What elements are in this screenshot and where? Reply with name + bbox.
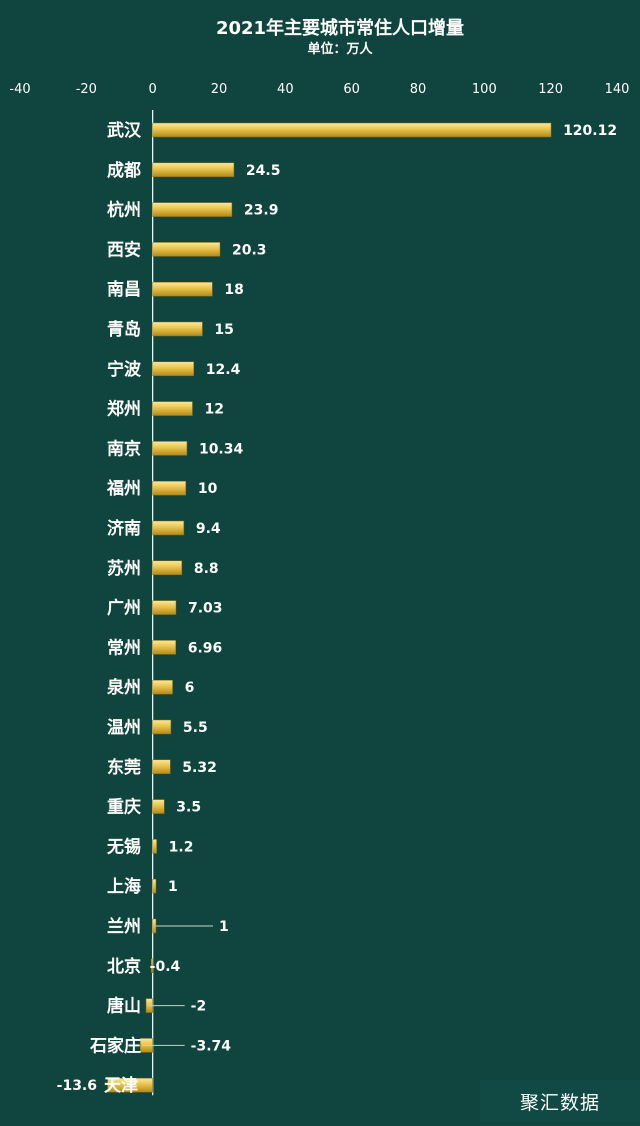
bar	[152, 281, 213, 297]
bar	[152, 600, 177, 615]
category-label: 天津	[104, 1075, 138, 1096]
value-label: -13.6	[57, 1078, 97, 1094]
category-label: 福州	[106, 478, 141, 499]
value-label: -0.4	[150, 959, 181, 975]
value-label: 24.5	[246, 163, 281, 179]
category-label: 南京	[107, 438, 141, 459]
value-label: 1	[219, 919, 229, 935]
x-tick-label: 140	[605, 82, 630, 97]
category-label: 石家庄	[89, 1035, 141, 1056]
value-label: 5.5	[183, 720, 208, 736]
x-tick-label: 80	[410, 82, 427, 97]
value-label: 23.9	[244, 203, 279, 219]
watermark-logo: 聚汇数据	[480, 1080, 640, 1122]
x-tick-label: -40	[9, 82, 30, 97]
chart-title: 2021年主要城市常住人口增量	[216, 17, 464, 39]
category-label: 广州	[107, 598, 141, 619]
value-label: 8.8	[194, 561, 219, 577]
category-label: 青岛	[107, 319, 141, 340]
category-label: 武汉	[107, 120, 142, 141]
bar	[152, 759, 171, 775]
bar	[152, 839, 157, 854]
category-label: 兰州	[107, 916, 141, 937]
bar	[152, 361, 195, 377]
value-label: 20.3	[232, 242, 267, 258]
category-label: 重庆	[107, 797, 141, 818]
bar	[152, 918, 157, 934]
bar	[152, 321, 203, 337]
bar	[152, 242, 221, 257]
value-label: 1.2	[169, 839, 194, 855]
value-label: 7.03	[188, 601, 223, 617]
bar	[152, 799, 165, 814]
x-axis: -40 -20 0 20 40 60 80 100 120 140	[9, 82, 629, 97]
category-label: 郑州	[107, 399, 141, 420]
category-label: 常州	[107, 637, 141, 658]
value-label: 1	[168, 879, 178, 895]
x-tick-label: -20	[76, 82, 97, 97]
x-tick-label: 0	[149, 82, 157, 97]
category-label: 北京	[107, 956, 141, 977]
value-label: 12	[204, 402, 223, 418]
category-label: 无锡	[106, 836, 141, 857]
category-label: 泉州	[106, 677, 141, 698]
bar	[151, 958, 154, 974]
value-label: 10.34	[199, 441, 244, 457]
value-label: 15	[214, 322, 233, 338]
value-label: 6.96	[188, 640, 223, 656]
category-label: 宁波	[107, 359, 142, 380]
value-label: 3.5	[176, 800, 201, 816]
bar	[152, 162, 235, 178]
category-label: 南昌	[107, 279, 141, 300]
value-label: 5.32	[182, 760, 217, 776]
value-label: 12.4	[206, 362, 241, 378]
category-label: 苏州	[107, 558, 141, 579]
x-tick-label: 20	[211, 82, 228, 97]
chart-subtitle: 单位：万人	[307, 41, 373, 57]
x-tick-label: 100	[472, 82, 497, 97]
category-label: 成都	[107, 160, 141, 181]
bar	[152, 520, 185, 536]
value-label: 10	[198, 481, 218, 497]
value-label: 18	[224, 282, 243, 298]
bar	[152, 560, 183, 576]
bar	[152, 878, 157, 894]
bar	[152, 401, 193, 416]
category-label: 唐山	[107, 996, 141, 1017]
value-label: 6	[185, 680, 195, 696]
category-label: 上海	[107, 876, 141, 897]
category-label: 杭州	[107, 200, 141, 221]
category-label: 西安	[107, 239, 141, 260]
bar	[152, 122, 552, 138]
value-label: -2	[191, 999, 207, 1015]
bar	[152, 719, 172, 735]
category-label: 东莞	[107, 757, 141, 778]
value-label: 120.12	[563, 123, 617, 139]
bar	[152, 640, 177, 655]
bar	[152, 441, 188, 456]
x-tick-label: 60	[343, 82, 360, 97]
bar	[107, 1077, 153, 1093]
value-label: 9.4	[196, 521, 221, 537]
bar	[152, 480, 187, 496]
x-tick-label: 40	[277, 82, 294, 97]
bar-series: 武汉 120.12 成都 24.5 杭州 23.9 西安 20.3 南昌 18 青岛 15 宁波 12.4…	[57, 110, 617, 1096]
category-label: 温州	[107, 718, 141, 738]
bar	[152, 202, 233, 217]
category-label: 济南	[107, 518, 141, 539]
bar	[152, 679, 173, 695]
x-tick-label: 120	[538, 82, 563, 97]
value-label: -3.74	[191, 1038, 232, 1054]
